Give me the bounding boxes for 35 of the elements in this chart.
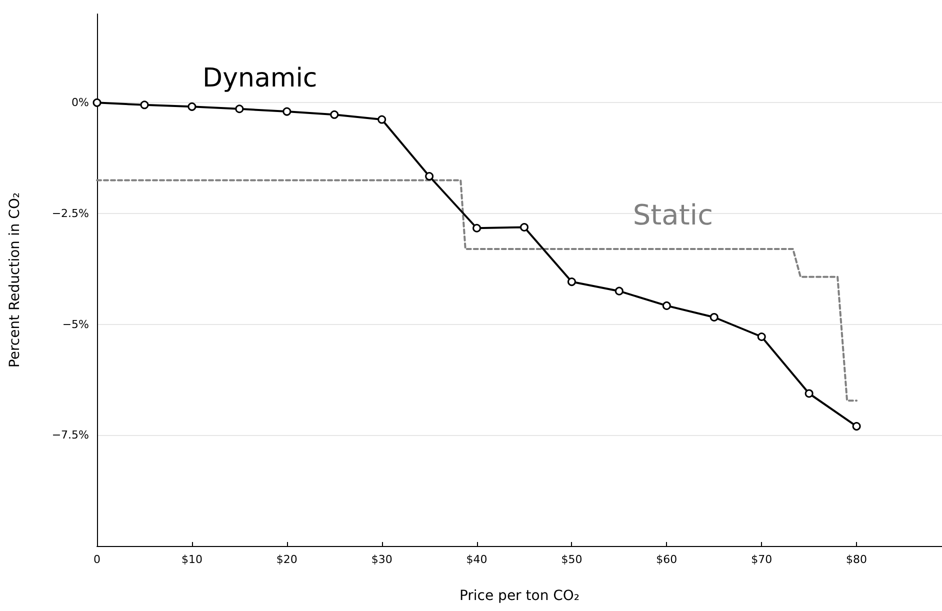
point xyxy=(662,301,671,310)
series-label: Static xyxy=(632,198,713,232)
point xyxy=(710,312,718,322)
x-tick-label: $20 xyxy=(276,553,298,566)
point xyxy=(188,102,196,111)
point xyxy=(804,389,814,398)
line-series xyxy=(96,179,858,402)
x-tick-label: $40 xyxy=(466,553,488,566)
point xyxy=(425,172,434,181)
x-tick-label: $80 xyxy=(846,553,868,566)
y-tick-label: −2.5% xyxy=(52,207,89,220)
x-tick-label: $30 xyxy=(371,553,392,566)
series-label: Dynamic xyxy=(202,64,318,94)
point xyxy=(378,115,386,124)
point xyxy=(140,100,149,110)
x-tick-label: $50 xyxy=(561,553,582,566)
y-tick-label: −5% xyxy=(62,318,89,331)
point xyxy=(614,286,624,296)
point xyxy=(567,278,576,286)
point xyxy=(520,222,528,232)
x-tick-label: $60 xyxy=(656,553,678,566)
y-axis-title: Percent Reduction in CO₂ xyxy=(7,192,23,368)
x-axis-title: Price per ton CO₂ xyxy=(459,588,580,604)
point xyxy=(472,224,482,232)
point xyxy=(282,107,292,116)
point xyxy=(92,98,102,107)
y-tick-label: −7.5% xyxy=(52,428,89,442)
y-tick-label: 0% xyxy=(72,96,89,110)
point xyxy=(330,110,339,119)
point xyxy=(852,422,861,431)
x-tick-label: $70 xyxy=(751,553,772,566)
point xyxy=(757,332,766,341)
x-tick-label: 0 xyxy=(94,553,100,566)
x-tick-label: $10 xyxy=(181,553,202,566)
point xyxy=(235,104,244,114)
